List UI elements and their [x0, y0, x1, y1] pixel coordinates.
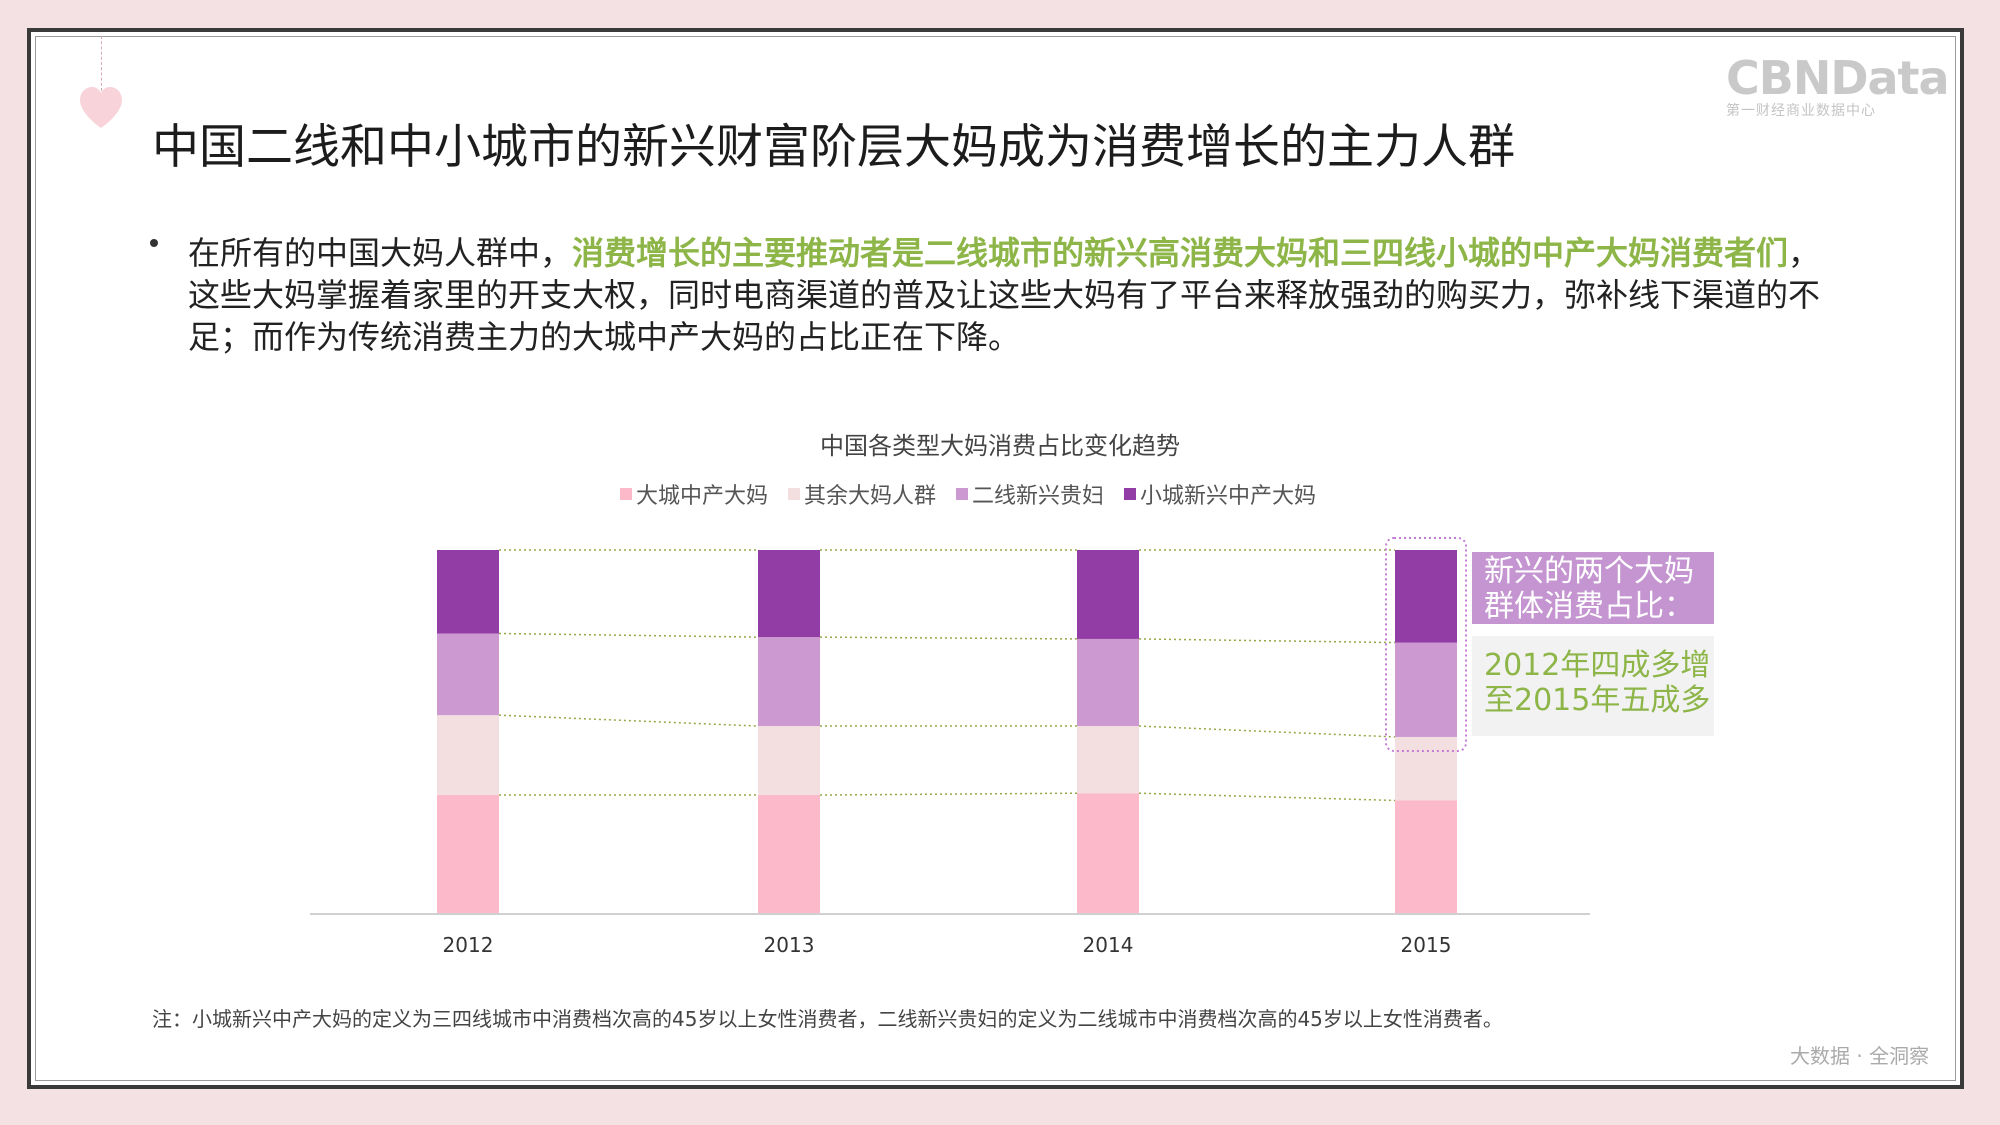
callout-value: 2012年四成多增至2015年五成多	[1472, 636, 1714, 736]
bullet-point	[150, 239, 158, 247]
bar-segment	[1395, 550, 1457, 643]
legend-item: 小城新兴中产大妈	[1124, 478, 1316, 510]
hanging-string	[101, 36, 102, 91]
highlight-box	[1385, 537, 1467, 752]
legend-item: 其余大妈人群	[788, 478, 936, 510]
legend-swatch	[788, 488, 801, 500]
chart-title: 中国各类型大妈消费占比变化趋势	[820, 432, 1180, 460]
connector-line	[1138, 792, 1396, 802]
connector-line	[498, 714, 759, 727]
connector-line	[498, 632, 759, 638]
heart-icon	[80, 87, 122, 128]
legend-label: 其余大妈人群	[804, 484, 937, 509]
page-title: 中国二线和中小城市的新兴财富阶层大妈成为消费增长的主力人群	[152, 120, 1515, 175]
bar-segment	[758, 550, 820, 638]
bar-segment	[758, 726, 820, 796]
legend-swatch	[956, 488, 969, 500]
bullet-highlight: 消费增长的主要推动者是二线城市的新兴高消费大妈和三四线小城的中产大妈消费者们	[572, 234, 1789, 272]
callout-label: 新兴的两个大妈群体消费占比：	[1472, 552, 1714, 624]
footer-tagline: 大数据 · 全洞察	[1790, 1044, 1930, 1068]
x-tick-label: 2013	[764, 933, 815, 957]
bar-segment	[1077, 793, 1139, 913]
bar-segment	[437, 795, 499, 913]
legend-item: 二线新兴贵妇	[956, 478, 1104, 510]
legend-label: 二线新兴贵妇	[972, 484, 1105, 509]
bar-segment	[758, 795, 820, 913]
x-tick-label: 2015	[1401, 933, 1452, 957]
bar-segment	[437, 550, 499, 634]
bullet-text-part2: ，这些大妈掌握着家里的开支大权，同时电商渠道的普及让这些大妈有了平台来释放强劲的…	[188, 234, 1821, 356]
cbndata-logo: CBNData 第一财经商业数据中心	[1726, 51, 1950, 120]
bar-segment	[1395, 736, 1457, 801]
bar-segment	[1077, 638, 1139, 727]
bullet-text-part1: 在所有的中国大妈人群中，	[188, 234, 573, 272]
bar-segment	[758, 637, 820, 727]
legend-label: 大城中产大妈	[636, 484, 769, 509]
connector-line	[819, 792, 1078, 796]
connector-line	[1138, 638, 1396, 644]
bar-segment	[1395, 800, 1457, 913]
bullet-text: 在所有的中国大妈人群中，消费增长的主要推动者是二线城市的新兴高消费大妈和三四线小…	[188, 232, 1838, 358]
connector-line	[819, 636, 1078, 640]
bar-segment	[437, 715, 499, 796]
legend-swatch	[1124, 488, 1137, 500]
legend-swatch	[620, 488, 632, 500]
bar-segment	[1077, 726, 1139, 794]
connector-line	[1138, 725, 1396, 738]
bar-segment	[1077, 550, 1139, 639]
x-tick-label: 2014	[1083, 933, 1134, 957]
legend-label: 小城新兴中产大妈	[1140, 484, 1317, 509]
logo-subtitle: 第一财经商业数据中心	[1726, 103, 1876, 119]
bar-segment	[1395, 642, 1457, 737]
footnote: 注：小城新兴中产大妈的定义为三四线城市中消费档次高的45岁以上女性消费者，二线新…	[152, 1007, 1503, 1031]
bar-segment	[437, 633, 499, 716]
logo-wordmark: CBNData	[1726, 51, 1950, 105]
slide-frame-inner	[35, 36, 1956, 1081]
x-tick-label: 2012	[443, 933, 494, 957]
chart-legend: 大城中产大妈 其余大妈人群 二线新兴贵妇 小城新兴中产大妈	[620, 478, 1316, 510]
legend-item: 大城中产大妈	[620, 478, 768, 510]
